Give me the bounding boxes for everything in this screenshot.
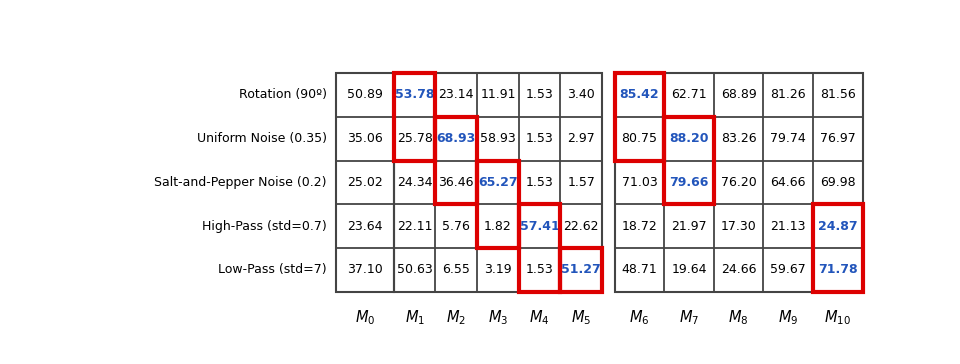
Text: 24.34: 24.34 xyxy=(396,176,432,189)
Text: 19.64: 19.64 xyxy=(671,264,707,276)
Text: High-Pass (std=0.7): High-Pass (std=0.7) xyxy=(203,219,326,233)
Bar xyxy=(394,73,602,292)
Text: 62.71: 62.71 xyxy=(671,88,707,102)
Text: 59.67: 59.67 xyxy=(770,264,806,276)
Bar xyxy=(664,117,714,204)
Text: 22.11: 22.11 xyxy=(396,219,432,233)
Text: 3.40: 3.40 xyxy=(567,88,595,102)
Text: $M_9$: $M_9$ xyxy=(778,309,799,327)
Text: $M_4$: $M_4$ xyxy=(529,309,550,327)
Text: $M_7$: $M_7$ xyxy=(679,309,699,327)
Text: 76.97: 76.97 xyxy=(820,132,855,145)
Text: Low-Pass (std=7): Low-Pass (std=7) xyxy=(218,264,326,276)
Text: 48.71: 48.71 xyxy=(622,264,658,276)
Text: 24.66: 24.66 xyxy=(721,264,756,276)
Text: 65.27: 65.27 xyxy=(478,176,517,189)
Text: 50.63: 50.63 xyxy=(396,264,433,276)
Text: 11.91: 11.91 xyxy=(480,88,516,102)
Text: 1.82: 1.82 xyxy=(484,219,512,233)
Text: 21.97: 21.97 xyxy=(671,219,707,233)
Text: 22.62: 22.62 xyxy=(564,219,599,233)
Text: 1.53: 1.53 xyxy=(526,88,554,102)
Bar xyxy=(561,248,602,292)
Text: 71.03: 71.03 xyxy=(622,176,658,189)
Text: 35.06: 35.06 xyxy=(347,132,383,145)
Text: 23.14: 23.14 xyxy=(439,88,474,102)
Text: 17.30: 17.30 xyxy=(721,219,756,233)
Text: 1.53: 1.53 xyxy=(526,176,554,189)
Text: 21.13: 21.13 xyxy=(771,219,806,233)
Text: 58.93: 58.93 xyxy=(480,132,516,145)
Text: 25.02: 25.02 xyxy=(347,176,383,189)
Bar xyxy=(394,73,436,161)
Bar xyxy=(614,73,664,161)
Text: 3.19: 3.19 xyxy=(484,264,512,276)
Bar xyxy=(518,204,561,292)
Text: 25.78: 25.78 xyxy=(396,132,433,145)
Text: 80.75: 80.75 xyxy=(621,132,658,145)
Text: 36.46: 36.46 xyxy=(439,176,474,189)
Text: 68.89: 68.89 xyxy=(721,88,756,102)
Text: 51.27: 51.27 xyxy=(562,264,601,276)
Text: 1.53: 1.53 xyxy=(526,264,554,276)
Text: $M_5$: $M_5$ xyxy=(571,309,591,327)
Text: $M_0$: $M_0$ xyxy=(354,309,375,327)
Text: $M_{10}$: $M_{10}$ xyxy=(825,309,852,327)
Text: 81.56: 81.56 xyxy=(820,88,855,102)
Text: 6.55: 6.55 xyxy=(443,264,470,276)
Text: Rotation (90º): Rotation (90º) xyxy=(239,88,326,102)
Text: 1.53: 1.53 xyxy=(526,132,554,145)
Text: Salt-and-Pepper Noise (0.2): Salt-and-Pepper Noise (0.2) xyxy=(155,176,326,189)
Text: 50.89: 50.89 xyxy=(347,88,383,102)
Text: 71.78: 71.78 xyxy=(818,264,857,276)
Bar xyxy=(813,204,862,292)
Text: 23.64: 23.64 xyxy=(347,219,382,233)
Text: 24.87: 24.87 xyxy=(818,219,857,233)
Text: 79.66: 79.66 xyxy=(669,176,708,189)
Text: 37.10: 37.10 xyxy=(347,264,383,276)
Bar xyxy=(614,73,862,292)
Text: 2.97: 2.97 xyxy=(567,132,595,145)
Text: 57.41: 57.41 xyxy=(519,219,560,233)
Text: $M_6$: $M_6$ xyxy=(630,309,650,327)
Text: 79.74: 79.74 xyxy=(770,132,806,145)
Bar xyxy=(436,117,477,204)
Text: 76.20: 76.20 xyxy=(721,176,756,189)
Text: $M_8$: $M_8$ xyxy=(729,309,749,327)
Text: 83.26: 83.26 xyxy=(721,132,756,145)
Text: $M_2$: $M_2$ xyxy=(446,309,467,327)
Text: Uniform Noise (0.35): Uniform Noise (0.35) xyxy=(197,132,326,145)
Text: 88.20: 88.20 xyxy=(669,132,708,145)
Text: 64.66: 64.66 xyxy=(771,176,806,189)
Text: 18.72: 18.72 xyxy=(622,219,658,233)
Text: $M_1$: $M_1$ xyxy=(404,309,424,327)
Text: 69.98: 69.98 xyxy=(820,176,855,189)
Text: 5.76: 5.76 xyxy=(443,219,470,233)
Text: 85.42: 85.42 xyxy=(620,88,660,102)
Text: $M_3$: $M_3$ xyxy=(488,309,508,327)
Text: 68.93: 68.93 xyxy=(437,132,476,145)
Text: 1.57: 1.57 xyxy=(567,176,595,189)
Bar xyxy=(477,161,518,248)
Text: 53.78: 53.78 xyxy=(395,88,434,102)
Bar xyxy=(336,73,394,292)
Text: 81.26: 81.26 xyxy=(770,88,806,102)
